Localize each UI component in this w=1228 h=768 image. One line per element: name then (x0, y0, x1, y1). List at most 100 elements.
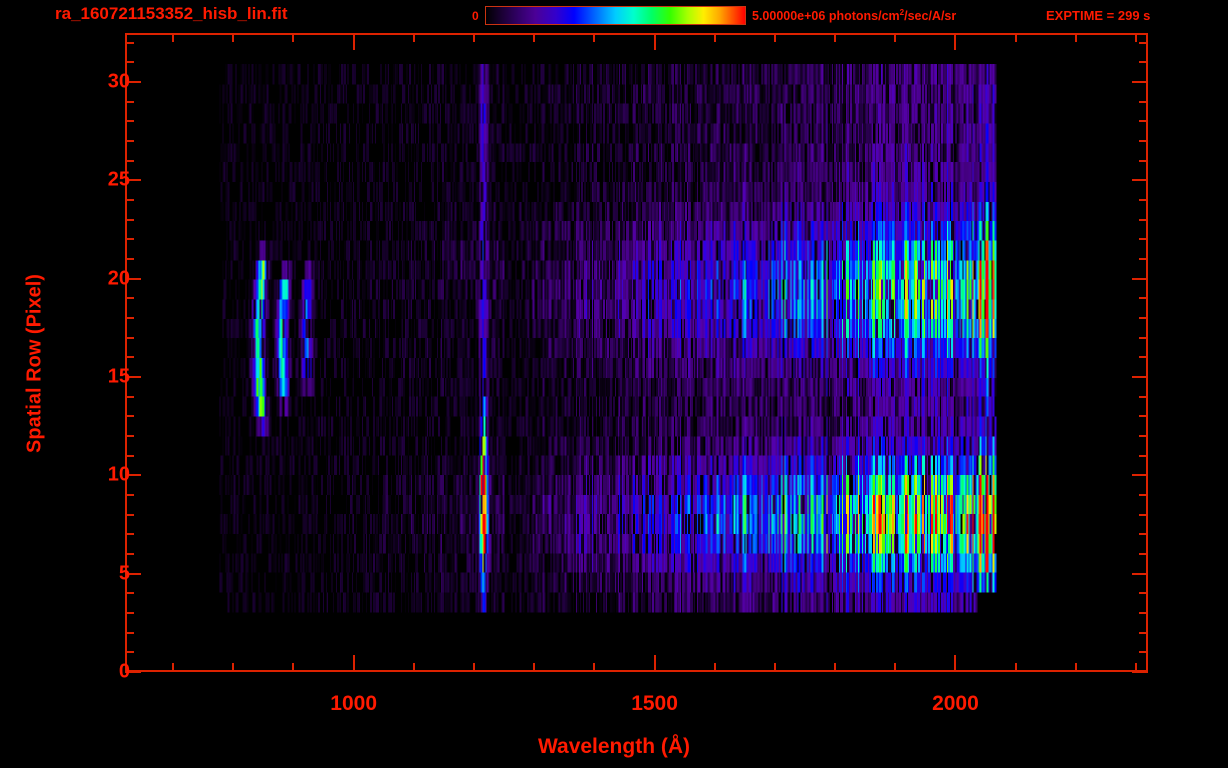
x-tick-minor (1075, 33, 1077, 42)
x-tick-major (353, 655, 355, 672)
y-tick-major (1132, 278, 1148, 280)
y-tick-minor (1139, 494, 1148, 496)
y-tick-minor (1139, 101, 1148, 103)
y-tick-minor (125, 140, 134, 142)
page-title: ra_160721153352_hisb_lin.fit (55, 4, 288, 23)
y-tick-minor (125, 415, 134, 417)
y-tick-minor (1139, 632, 1148, 634)
y-tick-minor (125, 219, 134, 221)
y-tick-major (1132, 81, 1148, 83)
y-tick-major (125, 671, 141, 673)
x-tick-minor (593, 33, 595, 42)
y-tick-minor (1139, 120, 1148, 122)
x-tick-minor (232, 663, 234, 672)
y-tick-minor (1139, 356, 1148, 358)
x-tick-label: 1500 (631, 692, 678, 715)
x-tick-minor (714, 33, 716, 42)
y-tick-label: 20 (107, 267, 130, 290)
y-tick-minor (125, 61, 134, 63)
y-tick-minor (125, 455, 134, 457)
x-tick-minor (774, 663, 776, 672)
y-tick-minor (125, 101, 134, 103)
x-tick-major (954, 33, 956, 50)
y-tick-major (1132, 671, 1148, 673)
y-tick-minor (125, 42, 134, 44)
x-tick-major (954, 655, 956, 672)
x-tick-minor (834, 663, 836, 672)
colorbar-gradient (486, 7, 745, 24)
y-tick-minor (125, 297, 134, 299)
colorbar-units-suffix: /sec/A/sr (904, 9, 957, 23)
y-tick-major (125, 474, 141, 476)
y-tick-label: 10 (107, 463, 130, 486)
y-tick-label: 15 (107, 365, 130, 388)
colorbar-max-value: 5.00000e+06 (752, 9, 826, 23)
x-tick-minor (774, 33, 776, 42)
colorbar (485, 6, 746, 25)
x-tick-minor (473, 33, 475, 42)
y-tick-minor (125, 494, 134, 496)
y-tick-minor (125, 160, 134, 162)
y-tick-minor (1139, 514, 1148, 516)
y-tick-minor (1139, 435, 1148, 437)
y-tick-minor (1139, 612, 1148, 614)
plot-frame (125, 33, 1148, 672)
y-tick-minor (125, 199, 134, 201)
y-tick-label: 5 (118, 562, 130, 585)
x-tick-minor (292, 33, 294, 42)
x-tick-minor (1075, 663, 1077, 672)
colorbar-units-prefix: photons/cm (828, 9, 900, 23)
y-tick-minor (1139, 337, 1148, 339)
y-tick-minor (125, 258, 134, 260)
y-tick-major (125, 81, 141, 83)
x-tick-minor (172, 663, 174, 672)
y-tick-minor (125, 514, 134, 516)
x-tick-major (654, 655, 656, 672)
y-tick-minor (125, 317, 134, 319)
exposure-time-label: EXPTIME = 299 s (1046, 8, 1151, 23)
y-tick-label: 0 (118, 660, 130, 683)
y-tick-minor (125, 356, 134, 358)
y-tick-minor (125, 396, 134, 398)
y-tick-label: 25 (107, 168, 130, 191)
x-tick-minor (1135, 33, 1137, 42)
y-tick-minor (1139, 455, 1148, 457)
y-tick-minor (1139, 592, 1148, 594)
y-tick-minor (1139, 533, 1148, 535)
y-tick-minor (125, 337, 134, 339)
colorbar-units-exponent: 2 (899, 7, 905, 17)
y-tick-minor (125, 120, 134, 122)
x-tick-major (353, 33, 355, 50)
y-tick-minor (125, 651, 134, 653)
y-tick-minor (125, 592, 134, 594)
y-tick-minor (125, 238, 134, 240)
x-tick-minor (533, 663, 535, 672)
colorbar-max-label: 5.00000e+06 photons/cm2/sec/A/sr (752, 7, 957, 23)
x-tick-minor (1015, 663, 1017, 672)
y-tick-minor (1139, 199, 1148, 201)
colorbar-min-label: 0 (472, 9, 479, 23)
y-tick-minor (1139, 140, 1148, 142)
y-tick-major (125, 573, 141, 575)
x-axis-title: Wavelength (Å) (537, 735, 691, 758)
y-tick-minor (1139, 61, 1148, 63)
x-tick-minor (172, 33, 174, 42)
y-tick-major (125, 376, 141, 378)
x-tick-minor (593, 663, 595, 672)
y-tick-major (1132, 573, 1148, 575)
y-tick-major (1132, 179, 1148, 181)
y-tick-minor (1139, 396, 1148, 398)
x-tick-minor (1135, 663, 1137, 672)
y-tick-minor (1139, 415, 1148, 417)
y-tick-label: 30 (107, 70, 130, 93)
x-tick-minor (1015, 33, 1017, 42)
y-tick-major (1132, 474, 1148, 476)
spectrogram-image (127, 35, 1146, 670)
x-tick-minor (894, 33, 896, 42)
x-tick-minor (413, 33, 415, 42)
y-tick-major (1132, 376, 1148, 378)
y-tick-minor (1139, 42, 1148, 44)
y-tick-minor (125, 632, 134, 634)
x-tick-label: 2000 (932, 692, 979, 715)
